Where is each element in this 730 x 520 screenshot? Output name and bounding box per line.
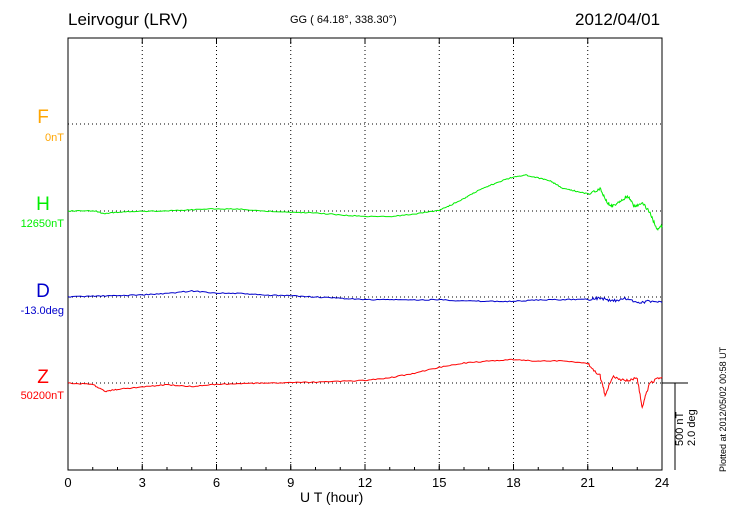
series-line-d	[67, 289, 663, 304]
x-tick-label: 9	[287, 475, 294, 490]
station-coordinates: GG ( 64.18°, 338.30°)	[290, 14, 397, 26]
x-tick-label: 18	[506, 475, 520, 490]
channel-f-letter: F	[37, 107, 49, 128]
x-axis-label: U T (hour)	[300, 489, 364, 505]
x-tick-label: 12	[358, 475, 372, 490]
channel-h-letter: H	[36, 194, 50, 215]
channel-f-baseline: 0nT	[45, 132, 64, 144]
series-line-h	[67, 174, 663, 232]
x-tick-label: 15	[432, 475, 446, 490]
series-line-z	[68, 358, 663, 409]
x-ticks: 0 3 6 9 12 15 18 21 24	[64, 38, 669, 490]
x-tick-label: 3	[139, 475, 146, 490]
channel-d-letter: D	[36, 281, 50, 302]
station-title: Leirvogur (LRV)	[68, 10, 188, 29]
chart-date: 2012/04/01	[575, 10, 661, 29]
channel-h-baseline: 12650nT	[20, 218, 64, 230]
plotted-timestamp: Plotted at 2012/05/02 00:58 UT	[718, 346, 728, 472]
x-tick-label: 24	[655, 475, 669, 490]
channel-z-letter: Z	[37, 367, 49, 388]
scale-bar-nt-label: 500 nT	[674, 411, 686, 446]
scale-bar	[662, 382, 688, 470]
grid-lines	[68, 38, 662, 470]
series-group	[67, 174, 663, 409]
channel-z-baseline: 50200nT	[20, 390, 64, 402]
channel-d-baseline: -13.0deg	[20, 305, 64, 317]
x-tick-label: 21	[581, 475, 595, 490]
scale-bar-deg-label: 2.0 deg	[686, 409, 698, 446]
x-tick-label: 0	[64, 475, 71, 490]
x-tick-label: 6	[213, 475, 220, 490]
